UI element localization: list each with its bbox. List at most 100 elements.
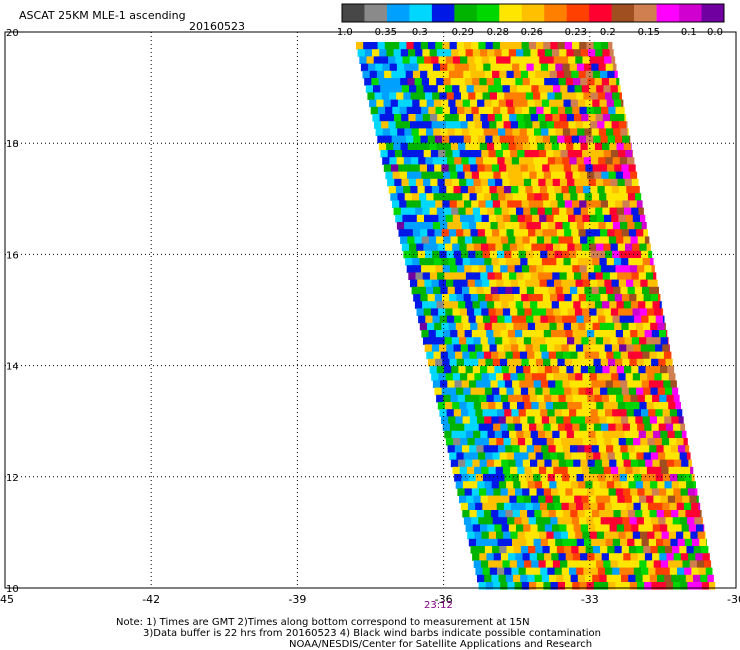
swath-cell: [635, 258, 644, 266]
swath-cell: [486, 301, 495, 309]
swath-cell: [636, 229, 644, 237]
colorbar-swatch: [611, 4, 635, 22]
swath-cell: [668, 402, 676, 410]
swath-cell: [526, 445, 535, 453]
swath-cell: [488, 531, 497, 540]
swath-cell: [464, 171, 473, 180]
swath-cell: [662, 474, 671, 482]
swath-cell: [430, 150, 439, 158]
swath-cell: [523, 337, 532, 345]
swath-cell: [450, 78, 459, 86]
swath-cell: [617, 178, 626, 187]
swath-cell: [576, 222, 585, 230]
swath-cell: [656, 286, 659, 295]
swath-cell: [453, 121, 461, 129]
swath-cell: [615, 423, 624, 432]
swath-cell: [505, 286, 513, 295]
swath-cell: [428, 106, 436, 115]
swath-cell: [619, 315, 628, 324]
swath-cell: [684, 474, 693, 482]
swath-cell: [512, 63, 520, 72]
swath-cell: [473, 272, 481, 280]
swath-cell: [487, 337, 496, 345]
swath-cell: [459, 402, 467, 410]
swath-cell: [461, 63, 470, 72]
swath-cell: [419, 99, 428, 108]
swath-cell: [370, 106, 379, 115]
swath-cell: [560, 373, 569, 381]
swath-cell: [473, 337, 481, 345]
swath-cell: [651, 582, 659, 590]
swath-cell: [644, 553, 653, 561]
swath-cell: [592, 164, 601, 172]
swath-cell: [478, 294, 486, 302]
swath-cell: [578, 322, 586, 331]
swath-cell: [503, 438, 512, 446]
swath-cell: [602, 459, 610, 468]
swath-cell: [503, 186, 512, 194]
swath-cell: [660, 430, 668, 439]
swath-cell: [490, 474, 498, 482]
swath-cell: [456, 42, 465, 50]
swath-cell: [513, 546, 522, 554]
swath-cell: [577, 445, 585, 453]
swath-cell: [500, 553, 509, 561]
swath-cell: [528, 294, 536, 302]
swath-cell: [599, 99, 608, 108]
swath-cell: [433, 351, 442, 360]
swath-cell: [494, 301, 502, 309]
swath-cell: [480, 366, 488, 374]
swath-cell: [523, 207, 531, 216]
swath-cell: [509, 114, 517, 122]
swath-cell: [561, 438, 569, 446]
swath-cell: [513, 70, 522, 79]
swath-cell: [459, 150, 468, 158]
swath-cell: [413, 106, 422, 115]
swath-cell: [434, 387, 443, 396]
swath-cell: [461, 222, 470, 230]
swath-cell: [500, 488, 509, 496]
swath-cell: [584, 128, 592, 136]
swath-cell: [484, 258, 492, 266]
swath-cell: [487, 524, 495, 532]
swath-cell: [551, 330, 559, 338]
swath-cell: [454, 157, 462, 165]
swath-cell: [516, 495, 525, 504]
swath-cell: [596, 150, 605, 158]
swath-cell: [583, 186, 591, 194]
swath-cell: [644, 330, 653, 338]
swath-cell: [436, 394, 444, 403]
swath-cell: [459, 466, 468, 475]
swath-cell: [592, 322, 601, 331]
swath-cell: [413, 135, 421, 144]
colorbar-label: -0.29: [448, 27, 474, 38]
swath-cell: [665, 452, 673, 460]
swath-cell: [388, 56, 396, 64]
swath-cell: [567, 150, 576, 158]
swath-cell: [543, 358, 551, 367]
swath-cell: [456, 135, 465, 144]
swath-cell: [448, 387, 457, 396]
swath-cell: [631, 430, 640, 439]
swath-cell: [621, 258, 629, 266]
swath-cell: [606, 481, 615, 489]
swath-cell: [445, 85, 453, 93]
swath-cell: [540, 409, 548, 417]
swath-cell: [469, 193, 478, 201]
swath-cell: [599, 416, 607, 424]
swath-cell: [427, 164, 435, 172]
swath-cell: [392, 106, 400, 115]
swath-cell: [690, 466, 694, 475]
swath-cell: [581, 272, 589, 280]
swath-cell: [416, 308, 425, 316]
swath-cell: [363, 42, 371, 50]
swath-cell: [448, 258, 456, 266]
swath-cell: [470, 481, 478, 489]
swath-cell: [604, 121, 612, 129]
swath-cell: [489, 409, 498, 417]
swath-cell: [408, 272, 416, 280]
swath-cell: [461, 92, 469, 100]
swath-cell: [541, 128, 549, 136]
swath-cell: [597, 409, 606, 417]
swath-cell: [453, 92, 462, 100]
